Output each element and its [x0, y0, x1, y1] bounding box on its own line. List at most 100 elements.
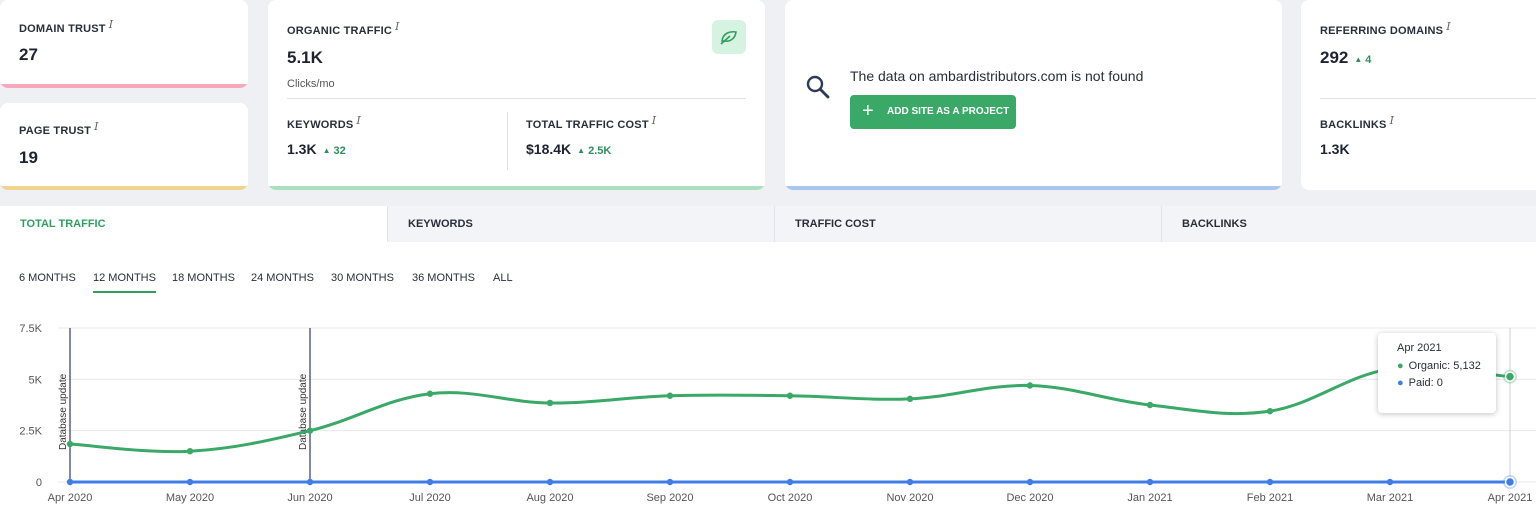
info-icon[interactable]: i [1389, 114, 1395, 127]
period-18-months[interactable]: 18 MONTHS [172, 272, 235, 284]
y-tick-label: 7.5K [19, 323, 42, 335]
x-tick-label: Mar 2021 [1367, 492, 1413, 504]
organic-traffic-label: ORGANIC TRAFFIC i [287, 20, 400, 37]
paid-point [1026, 478, 1034, 486]
tooltip-paid-label: Paid: [1408, 377, 1434, 389]
vertical-divider [507, 112, 508, 170]
period-all[interactable]: ALL [493, 272, 513, 284]
page-trust-label: PAGE TRUST i [19, 120, 99, 137]
keywords-delta: 32 [333, 145, 346, 157]
organic-series-line [69, 365, 1511, 454]
chart-panel: 6 MONTHS 12 MONTHS 18 MONTHS 24 MONTHS 3… [0, 242, 1536, 507]
x-tick-label: Jan 2021 [1127, 492, 1172, 504]
domain-trust-accent [0, 84, 248, 88]
tab-traffic-cost[interactable]: TRAFFIC COST [774, 206, 1161, 242]
referring-domains-delta: 4 [1365, 54, 1372, 66]
x-tick-label: Feb 2021 [1247, 492, 1293, 504]
traffic-cost-value-row: $18.4K ▲ 2.5K [526, 141, 611, 159]
organic-point [906, 395, 914, 403]
organic-point [1026, 382, 1034, 389]
search-icon [805, 74, 831, 105]
organic-point [426, 390, 434, 397]
page-trust-card: PAGE TRUST i 19 [0, 103, 248, 190]
backlinks-value: 1.3K [1320, 141, 1350, 157]
organic-point [1146, 401, 1154, 409]
organic-traffic-value: 5.1K [287, 48, 323, 67]
paid-point [1504, 476, 1516, 488]
paid-point [666, 478, 674, 486]
add-site-button-label: ADD SITE AS A PROJECT [887, 106, 1010, 117]
tooltip-title: Apr 2021 [1397, 342, 1442, 354]
organic-traffic-accent [268, 186, 765, 190]
traffic-cost-value: $18.4K [526, 141, 572, 157]
chart-tooltip: Apr 2021 ● Organic: 5,132 ● Paid: 0 [1378, 333, 1496, 413]
referring-domains-value-row: 292 ▲ 4 [1320, 48, 1371, 68]
period-12-months[interactable]: 12 MONTHS [93, 272, 156, 293]
organic-point [306, 427, 314, 434]
tooltip-organic-label: Organic: [1408, 360, 1451, 372]
paid-point [1386, 478, 1394, 486]
info-icon[interactable]: i [651, 114, 657, 127]
x-tick-label: Nov 2020 [886, 492, 933, 504]
x-tick-label: Aug 2020 [526, 492, 573, 504]
up-arrow-icon: ▲ [322, 146, 331, 155]
keywords-value-row: 1.3K ▲ 32 [287, 141, 346, 159]
period-30-months[interactable]: 30 MONTHS [331, 272, 394, 284]
x-tick-label: Jun 2020 [287, 492, 332, 504]
info-icon[interactable]: i [356, 114, 361, 127]
plus-icon: + [862, 100, 874, 122]
tab-keywords[interactable]: KEYWORDS [387, 206, 774, 242]
leaf-icon[interactable] [712, 20, 746, 54]
info-icon[interactable]: i [108, 18, 114, 31]
x-tick-label: Jul 2020 [409, 492, 451, 504]
x-tick-label: Apr 2021 [1488, 492, 1533, 504]
tooltip-organic-row: ● Organic: 5,132 [1397, 360, 1481, 372]
period-36-months[interactable]: 36 MONTHS [412, 272, 475, 284]
paid-point [1146, 478, 1154, 486]
tooltip-organic-value: 5,132 [1453, 360, 1481, 372]
paid-point [186, 478, 194, 486]
divider [1320, 98, 1536, 99]
organic-point [66, 440, 74, 448]
referring-domains-card: REFERRING DOMAINS i 292 ▲ 4 BACKLINKS i 1.3K [1301, 0, 1536, 190]
domain-trust-card: DOMAIN TRUST i 27 [0, 0, 248, 88]
referring-domains-label: REFERRING DOMAINS i [1320, 20, 1451, 37]
paid-point [306, 478, 314, 486]
not-found-accent [785, 186, 1282, 190]
tab-backlinks[interactable]: BACKLINKS [1161, 206, 1536, 242]
add-site-button[interactable]: + ADD SITE AS A PROJECT [850, 95, 1016, 129]
traffic-cost-label: TOTAL TRAFFIC COST i [526, 114, 657, 131]
page-trust-value: 19 [19, 148, 38, 167]
paid-point [906, 478, 914, 486]
keywords-label: KEYWORDS i [287, 114, 361, 131]
organic-point [786, 392, 794, 399]
database-update-label: Database update [298, 373, 309, 450]
referring-domains-value: 292 [1320, 48, 1349, 67]
paid-point [66, 478, 74, 486]
tooltip-paid-row: ● Paid: 0 [1397, 377, 1443, 389]
database-update-label: Database update [58, 373, 69, 450]
period-24-months[interactable]: 24 MONTHS [251, 272, 314, 284]
info-icon[interactable]: i [94, 120, 99, 133]
traffic-line-chart[interactable]: 0 2.5K 5K 7.5K Apr 2020 May 2020 Jun 2020 Jul 2… [0, 242, 1536, 507]
up-arrow-icon: ▲ [577, 146, 586, 155]
x-tick-label: Oct 2020 [768, 492, 813, 504]
traffic-cost-delta: 2.5K [588, 145, 612, 157]
tooltip-paid-value: 0 [1436, 377, 1443, 389]
info-icon[interactable]: i [1446, 20, 1451, 33]
organic-point [1266, 407, 1274, 415]
organic-point [546, 399, 554, 407]
paid-point [426, 478, 434, 486]
tab-total-traffic[interactable]: TOTAL TRAFFIC [0, 206, 387, 242]
y-tick-label: 0 [36, 477, 42, 489]
y-tick-label: 5K [29, 374, 43, 386]
paid-point [546, 478, 554, 486]
period-6-months[interactable]: 6 MONTHS [19, 272, 76, 284]
info-icon[interactable]: i [395, 20, 400, 33]
organic-traffic-card: ORGANIC TRAFFIC i 5.1K Clicks/mo KEYWORDS… [268, 0, 765, 190]
domain-trust-label: DOMAIN TRUST i [19, 18, 114, 35]
y-tick-label: 2.5K [19, 426, 42, 438]
keywords-value: 1.3K [287, 141, 317, 157]
not-found-message: The data on ambardistributors.com is not… [850, 68, 1144, 84]
x-tick-label: Sep 2020 [646, 492, 693, 504]
